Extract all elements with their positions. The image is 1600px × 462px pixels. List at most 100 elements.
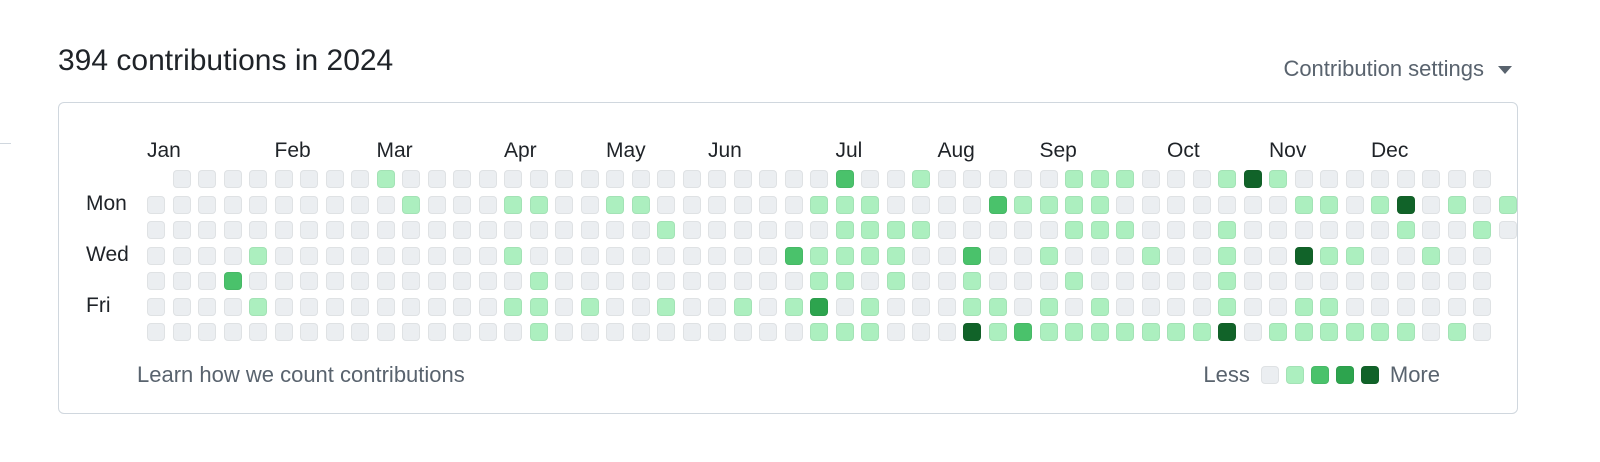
contribution-day-cell[interactable]	[580, 246, 599, 265]
contribution-day-cell[interactable]	[708, 195, 726, 214]
contribution-day-cell[interactable]	[274, 221, 293, 239]
contribution-day-cell[interactable]	[1345, 272, 1364, 290]
contribution-day-cell[interactable]	[631, 170, 650, 188]
contribution-day-cell[interactable]	[1014, 297, 1032, 316]
contribution-day-cell[interactable]	[1141, 246, 1160, 265]
contribution-day-cell[interactable]	[1039, 323, 1058, 341]
contribution-day-cell[interactable]	[1141, 297, 1160, 316]
contribution-day-cell[interactable]	[861, 323, 879, 341]
contribution-day-cell[interactable]	[1116, 195, 1134, 214]
contribution-day-cell[interactable]	[1065, 246, 1083, 265]
contribution-day-cell[interactable]	[835, 221, 854, 239]
contribution-day-cell[interactable]	[1167, 323, 1185, 341]
contribution-day-cell[interactable]	[1447, 323, 1466, 341]
contribution-day-cell[interactable]	[478, 246, 497, 265]
contribution-day-cell[interactable]	[1065, 221, 1083, 239]
contribution-day-cell[interactable]	[988, 246, 1007, 265]
contribution-day-cell[interactable]	[325, 170, 344, 188]
contribution-day-cell[interactable]	[325, 272, 344, 290]
contribution-day-cell[interactable]	[223, 170, 242, 188]
contribution-day-cell[interactable]	[708, 297, 726, 316]
contribution-day-cell[interactable]	[427, 297, 446, 316]
contribution-day-cell[interactable]	[555, 170, 573, 188]
contribution-day-cell[interactable]	[453, 246, 471, 265]
contribution-day-cell[interactable]	[1218, 195, 1236, 214]
contribution-day-cell[interactable]	[1422, 246, 1440, 265]
contribution-day-cell[interactable]	[759, 195, 777, 214]
contribution-day-cell[interactable]	[708, 170, 726, 188]
contribution-day-cell[interactable]	[1320, 221, 1338, 239]
contribution-day-cell[interactable]	[810, 170, 828, 188]
contribution-day-cell[interactable]	[1141, 195, 1160, 214]
contribution-day-cell[interactable]	[402, 195, 420, 214]
contribution-day-cell[interactable]	[580, 297, 599, 316]
contribution-day-cell[interactable]	[886, 272, 905, 290]
contribution-day-cell[interactable]	[1116, 323, 1134, 341]
contribution-day-cell[interactable]	[1345, 246, 1364, 265]
contribution-day-cell[interactable]	[172, 323, 191, 341]
contribution-day-cell[interactable]	[325, 246, 344, 265]
contribution-day-cell[interactable]	[1243, 297, 1262, 316]
contribution-day-cell[interactable]	[1141, 323, 1160, 341]
contribution-day-cell[interactable]	[733, 221, 752, 239]
contribution-day-cell[interactable]	[325, 323, 344, 341]
contribution-day-cell[interactable]	[1345, 297, 1364, 316]
contribution-day-cell[interactable]	[478, 170, 497, 188]
contribution-day-cell[interactable]	[631, 246, 650, 265]
contribution-day-cell[interactable]	[886, 246, 905, 265]
contribution-day-cell[interactable]	[198, 297, 216, 316]
contribution-day-cell[interactable]	[886, 195, 905, 214]
contribution-day-cell[interactable]	[861, 272, 879, 290]
contribution-day-cell[interactable]	[351, 297, 369, 316]
contribution-day-cell[interactable]	[1141, 272, 1160, 290]
contribution-day-cell[interactable]	[1065, 323, 1083, 341]
contribution-day-cell[interactable]	[198, 221, 216, 239]
contribution-day-cell[interactable]	[223, 272, 242, 290]
contribution-day-cell[interactable]	[1192, 297, 1211, 316]
contribution-day-cell[interactable]	[351, 221, 369, 239]
contribution-day-cell[interactable]	[1014, 170, 1032, 188]
contribution-day-cell[interactable]	[886, 323, 905, 341]
contribution-day-cell[interactable]	[1065, 272, 1083, 290]
contribution-day-cell[interactable]	[453, 170, 471, 188]
contribution-day-cell[interactable]	[223, 246, 242, 265]
contribution-day-cell[interactable]	[912, 221, 930, 239]
contribution-day-cell[interactable]	[1039, 272, 1058, 290]
contribution-day-cell[interactable]	[555, 272, 573, 290]
contribution-day-cell[interactable]	[1498, 195, 1517, 214]
contribution-day-cell[interactable]	[223, 195, 242, 214]
contribution-day-cell[interactable]	[1396, 195, 1415, 214]
contribution-day-cell[interactable]	[912, 195, 930, 214]
contribution-day-cell[interactable]	[1396, 297, 1415, 316]
contribution-day-cell[interactable]	[376, 323, 395, 341]
contribution-day-cell[interactable]	[1371, 323, 1389, 341]
contribution-day-cell[interactable]	[198, 323, 216, 341]
contribution-day-cell[interactable]	[810, 323, 828, 341]
contribution-day-cell[interactable]	[274, 195, 293, 214]
contribution-day-cell[interactable]	[1269, 297, 1287, 316]
contribution-day-cell[interactable]	[1269, 221, 1287, 239]
contribution-day-cell[interactable]	[606, 195, 624, 214]
contribution-day-cell[interactable]	[912, 246, 930, 265]
contribution-day-cell[interactable]	[1422, 272, 1440, 290]
contribution-day-cell[interactable]	[1269, 246, 1287, 265]
contribution-day-cell[interactable]	[376, 221, 395, 239]
contribution-day-cell[interactable]	[351, 272, 369, 290]
contribution-day-cell[interactable]	[504, 195, 522, 214]
contribution-day-cell[interactable]	[1320, 170, 1338, 188]
contribution-day-cell[interactable]	[1090, 323, 1109, 341]
contribution-day-cell[interactable]	[682, 272, 701, 290]
contribution-day-cell[interactable]	[1269, 323, 1287, 341]
contribution-day-cell[interactable]	[529, 272, 548, 290]
contribution-day-cell[interactable]	[733, 272, 752, 290]
contribution-day-cell[interactable]	[759, 221, 777, 239]
contribution-day-cell[interactable]	[937, 246, 956, 265]
contribution-day-cell[interactable]	[1167, 246, 1185, 265]
contribution-day-cell[interactable]	[1396, 246, 1415, 265]
contribution-day-cell[interactable]	[529, 297, 548, 316]
contribution-day-cell[interactable]	[963, 195, 981, 214]
contribution-day-cell[interactable]	[1345, 323, 1364, 341]
contribution-day-cell[interactable]	[249, 323, 267, 341]
contribution-day-cell[interactable]	[504, 272, 522, 290]
contribution-day-cell[interactable]	[1141, 221, 1160, 239]
